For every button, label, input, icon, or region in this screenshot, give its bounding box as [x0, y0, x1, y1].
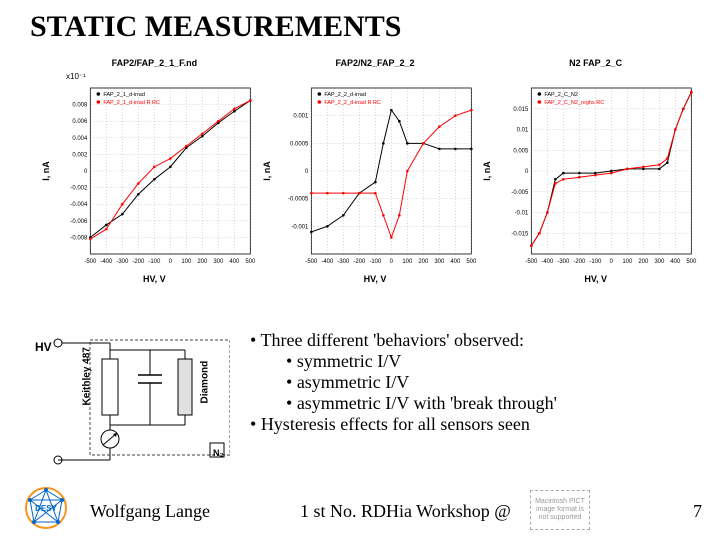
svg-text:500: 500: [466, 259, 477, 265]
svg-text:-300: -300: [116, 259, 129, 265]
chart-2-xlabel: HV, V: [271, 274, 480, 284]
svg-text:-100: -100: [148, 259, 161, 265]
chart-3-title: N2 FAP_2_C: [491, 58, 700, 70]
svg-text:0: 0: [525, 169, 529, 175]
svg-text:-0.005: -0.005: [512, 190, 530, 196]
svg-text:0.006: 0.006: [72, 119, 88, 125]
svg-text:300: 300: [434, 259, 445, 265]
charts-row: FAP2/FAP_2_1_F.nd x10⁻¹ I, nA -500-400-3…: [50, 58, 700, 284]
bullet-list: Three different 'behaviors' observed: sy…: [250, 330, 700, 435]
svg-text:500: 500: [245, 259, 256, 265]
svg-text:300: 300: [655, 259, 666, 265]
svg-text:100: 100: [623, 259, 634, 265]
svg-text:-0.004: -0.004: [70, 202, 88, 208]
svg-text:200: 200: [418, 259, 429, 265]
bullet-1-3: asymmetric I/V with 'break through': [250, 393, 700, 414]
bullet-1: Three different 'behaviors' observed:: [250, 330, 700, 351]
chart-3-xlabel: HV, V: [491, 274, 700, 284]
bullet-1-2: asymmetric I/V: [250, 372, 700, 393]
svg-text:200: 200: [197, 259, 208, 265]
svg-text:400: 400: [229, 259, 240, 265]
svg-text:100: 100: [181, 259, 192, 265]
svg-text:-500: -500: [84, 259, 97, 265]
svg-text:FAP_2_1_d-irrad R RC: FAP_2_1_d-irrad R RC: [103, 100, 160, 106]
chart-1: FAP2/FAP_2_1_F.nd x10⁻¹ I, nA -500-400-3…: [50, 58, 259, 284]
svg-text:FAP_2_C_N2: FAP_2_C_N2: [545, 92, 579, 98]
footer-event: 1 st No. RDHia Workshop @: [300, 501, 511, 522]
svg-text:FAP_2_C_N2_reghs RC: FAP_2_C_N2_reghs RC: [545, 100, 605, 106]
svg-text:200: 200: [639, 259, 650, 265]
svg-text:0.008: 0.008: [72, 103, 88, 109]
svg-text:-0.0005: -0.0005: [288, 197, 309, 203]
svg-text:-500: -500: [526, 259, 539, 265]
svg-text:-0.008: -0.008: [70, 235, 88, 241]
svg-text:-0.01: -0.01: [515, 211, 529, 217]
svg-text:0.0005: 0.0005: [290, 141, 309, 147]
svg-text:0: 0: [305, 169, 309, 175]
bullet-1-1: symmetric I/V: [250, 351, 700, 372]
svg-text:400: 400: [450, 259, 461, 265]
svg-text:-0.002: -0.002: [70, 186, 88, 192]
svg-text:-300: -300: [337, 259, 350, 265]
svg-text:0.005: 0.005: [514, 148, 530, 154]
chart-3-plot: -500-400-300-200-100 0 100 200 300 400 500 -0.0…: [491, 82, 700, 272]
svg-text:-400: -400: [100, 259, 113, 265]
chart-1-plot: -500-400-300-200-100 0 100 200 300 400 500 -0.0…: [50, 82, 259, 272]
svg-text:-100: -100: [590, 259, 603, 265]
svg-text:300: 300: [213, 259, 224, 265]
chart-1-title: FAP2/FAP_2_1_F.nd: [50, 58, 259, 70]
svg-text:-200: -200: [132, 259, 145, 265]
chart-2-plot: -500-400-300-200-100 0 100 200 300 400 500 -0.0…: [271, 82, 480, 272]
svg-text:0.01: 0.01: [517, 128, 529, 134]
chart-3: N2 FAP_2_C I, nA -500-400-300-200-100010…: [491, 58, 700, 284]
footer-page-number: 7: [693, 501, 702, 522]
svg-text:0.002: 0.002: [72, 152, 88, 158]
svg-text:FAP_2_2_d-irrad R RC: FAP_2_2_d-irrad R RC: [324, 100, 381, 106]
bullet-2: Hysteresis effects for all sensors seen: [250, 414, 700, 435]
svg-text:0: 0: [610, 259, 614, 265]
svg-text:-500: -500: [305, 259, 318, 265]
svg-text:0.004: 0.004: [72, 136, 88, 142]
chart-2-subtitle: [287, 72, 480, 82]
slide-title: STATIC MEASUREMENTS: [30, 10, 401, 44]
svg-text:-0.001: -0.001: [291, 224, 309, 230]
desy-logo-icon: DESY: [24, 486, 68, 530]
svg-text:-300: -300: [558, 259, 571, 265]
svg-text:-400: -400: [542, 259, 555, 265]
svg-text:-0.006: -0.006: [70, 219, 88, 225]
svg-text:0: 0: [84, 169, 88, 175]
circuit-schematic: [50, 335, 230, 465]
svg-text:FAP_2_1_d-irrad: FAP_2_1_d-irrad: [103, 92, 145, 98]
svg-text:-400: -400: [321, 259, 334, 265]
svg-text:0: 0: [389, 259, 393, 265]
footer-author: Wolfgang Lange: [90, 501, 210, 522]
chart-2: FAP2/N2_FAP_2_2 I, nA -500-400-300-200-1…: [271, 58, 480, 284]
chart-1-xlabel: HV, V: [50, 274, 259, 284]
svg-text:0.001: 0.001: [293, 114, 309, 120]
svg-text:100: 100: [402, 259, 413, 265]
chart-3-subtitle: [507, 72, 700, 82]
svg-text:FAP_2_2_d-irrad: FAP_2_2_d-irrad: [324, 92, 366, 98]
chart-1-subtitle: x10⁻¹: [66, 72, 259, 82]
svg-text:-200: -200: [574, 259, 587, 265]
svg-text:400: 400: [671, 259, 682, 265]
svg-text:-0.015: -0.015: [512, 231, 530, 237]
chart-2-title: FAP2/N2_FAP_2_2: [271, 58, 480, 70]
svg-text:500: 500: [687, 259, 698, 265]
svg-text:-200: -200: [353, 259, 366, 265]
svg-text:DESY: DESY: [35, 504, 57, 513]
missing-image-icon: Macintosh PICT image format is not suppo…: [530, 490, 590, 530]
svg-text:-100: -100: [369, 259, 382, 265]
svg-text:0: 0: [169, 259, 173, 265]
svg-text:0.015: 0.015: [514, 107, 530, 113]
